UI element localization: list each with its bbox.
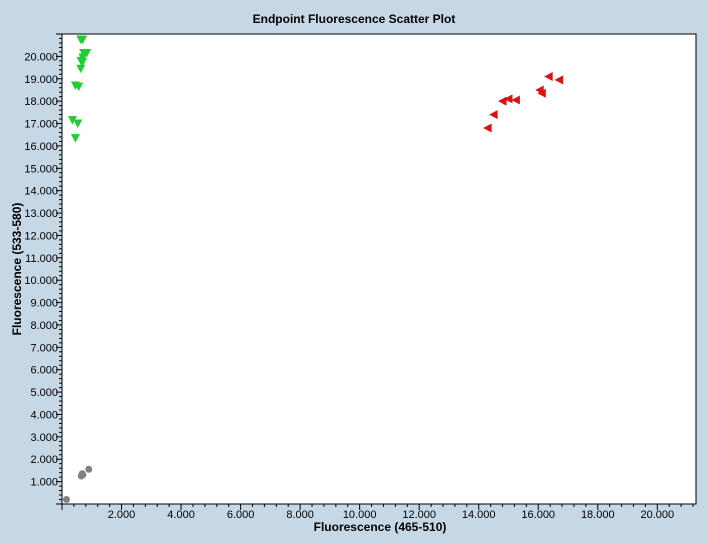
y-tick-label: 7.000 — [30, 342, 58, 354]
plot-area — [61, 33, 697, 505]
data-point-series-1 — [73, 119, 83, 129]
data-point-series-3 — [85, 465, 93, 473]
x-tick-label: 8.000 — [286, 509, 314, 521]
data-point-series-1 — [74, 82, 84, 92]
data-point-series-1 — [67, 116, 77, 125]
y-tick-label: 12.000 — [24, 230, 58, 242]
y-tick-label: 16.000 — [24, 141, 58, 153]
x-tick-label: 16.000 — [521, 509, 555, 521]
data-point-series-1 — [78, 57, 88, 67]
data-point-series-3 — [77, 472, 85, 480]
x-tick-label: 2.000 — [108, 509, 136, 521]
data-point-series-2 — [511, 95, 520, 105]
y-tick-label: 15.000 — [24, 163, 58, 175]
data-point-series-1 — [76, 64, 86, 74]
y-tick-label: 13.000 — [24, 208, 58, 220]
y-tick-label: 9.000 — [30, 298, 58, 310]
x-axis: 2.000 4.000 6.000 8.000 10.000 12.000 14.000 16… — [61, 504, 694, 521]
data-point-series-2 — [498, 96, 507, 106]
data-point-series-2 — [537, 88, 546, 98]
x-tick-label: 14.000 — [462, 509, 496, 521]
data-point-series-3 — [62, 496, 70, 504]
x-tick-label: 18.000 — [581, 509, 615, 521]
x-tick-label: 20.000 — [640, 509, 674, 521]
x-axis-label: Fluorescence (465-510) — [314, 520, 447, 534]
y-axis: 1.000 2.000 3.000 4.000 5.000 6.000 7.000 8.000… — [24, 33, 62, 505]
y-tick-label: 18.000 — [24, 96, 58, 108]
y-tick-label: 10.000 — [24, 275, 58, 287]
data-point-series-2 — [554, 75, 564, 85]
y-tick-label: 1.000 — [30, 477, 58, 489]
data-point-series-1 — [82, 49, 92, 58]
y-tick-label: 6.000 — [30, 365, 58, 377]
data-point-series-2 — [489, 110, 498, 120]
data-point-series-2 — [483, 123, 492, 133]
y-tick-label: 2.000 — [30, 454, 58, 466]
y-tick-label: 11.000 — [25, 253, 58, 265]
data-points — [62, 35, 564, 504]
y-tick-label: 3.000 — [30, 432, 58, 444]
x-tick-label: 12.000 — [402, 509, 436, 521]
x-tick-label: 6.000 — [227, 509, 255, 521]
y-tick-label: 4.000 — [30, 409, 58, 421]
x-tick-label: 4.000 — [167, 509, 195, 521]
data-point-series-2 — [503, 94, 513, 104]
data-point-series-2 — [544, 72, 553, 82]
y-tick-label: 20.000 — [24, 51, 58, 63]
y-tick-label: 8.000 — [30, 320, 58, 332]
x-tick-label: 10.000 — [343, 509, 377, 521]
y-tick-label: 17.000 — [24, 119, 58, 131]
y-axis-label: Fluorescence (533-580) — [10, 203, 24, 336]
y-tick-label: 5.000 — [30, 387, 58, 399]
chart-title: Endpoint Fluorescence Scatter Plot — [253, 12, 456, 26]
y-tick-label: 14.000 — [24, 186, 58, 198]
data-point-series-1 — [78, 35, 88, 45]
data-point-series-1 — [70, 134, 80, 143]
y-tick-label: 19.000 — [24, 74, 58, 86]
